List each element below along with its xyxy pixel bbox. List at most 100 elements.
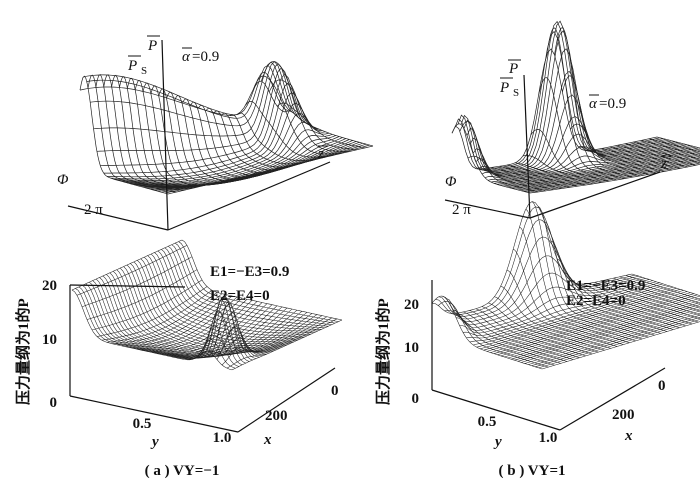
- mesh-line: [521, 308, 700, 363]
- surface-mesh-top-left: [79, 61, 374, 195]
- surface-mesh-bottom-left: [71, 239, 343, 371]
- mesh-line: [90, 61, 296, 127]
- z-axis-line: [529, 171, 661, 219]
- phi-axis-line: [444, 199, 531, 219]
- mesh-line: [120, 122, 326, 184]
- mesh-line: [86, 269, 198, 320]
- vertical-axis-label: 压力量纲为1的P: [374, 298, 392, 405]
- mesh-line: [469, 310, 580, 358]
- mesh-line: [469, 70, 676, 174]
- alpha-symbol: α: [589, 96, 598, 112]
- mesh-line: [151, 302, 263, 354]
- mesh-line: [472, 94, 679, 175]
- panel-top-left: P P S α =0.9 z Φ 2 π: [57, 35, 374, 231]
- mesh-line: [508, 154, 700, 188]
- mesh-line: [487, 145, 694, 181]
- mesh-line: [231, 319, 343, 371]
- z-tick-20: 20: [42, 278, 57, 294]
- alpha-symbol: α: [182, 49, 191, 65]
- z-axis-label: z: [660, 156, 667, 172]
- mesh-line: [466, 48, 673, 174]
- mesh-line: [484, 145, 691, 179]
- mesh-line: [196, 312, 308, 358]
- mesh-line: [127, 133, 333, 186]
- x-axis-line: [559, 367, 666, 431]
- annotation-line-2: E2=E4=0: [210, 288, 270, 304]
- mesh-line: [514, 304, 700, 361]
- mesh-line: [96, 286, 208, 337]
- mesh-line: [206, 296, 318, 353]
- mesh-line: [87, 74, 176, 193]
- phi-tick-label: 2 π: [84, 202, 103, 218]
- mesh-line: [444, 310, 555, 366]
- mesh-line: [201, 311, 313, 354]
- mesh-line: [517, 306, 700, 362]
- ps-label: P: [499, 80, 509, 96]
- mesh-line: [117, 112, 323, 183]
- mesh-line: [122, 295, 233, 347]
- mesh-line: [100, 67, 306, 167]
- mesh-line: [71, 239, 183, 291]
- phi-axis-label: Φ: [57, 172, 69, 188]
- back-axis-line: [69, 284, 186, 288]
- p-axis-line: [523, 74, 531, 219]
- mesh-line: [480, 289, 681, 350]
- mesh-line: [167, 145, 374, 195]
- mesh-line: [535, 317, 700, 368]
- mesh-line: [103, 73, 309, 174]
- x-tick-0: 0: [658, 378, 666, 394]
- mesh-line: [517, 158, 700, 191]
- mesh-line: [486, 291, 688, 352]
- mesh-line: [541, 321, 700, 370]
- mesh-line: [499, 150, 700, 186]
- mesh-line: [466, 284, 667, 339]
- mesh-line: [483, 290, 684, 351]
- z-tick-20: 20: [404, 297, 419, 313]
- mesh-line: [490, 292, 691, 353]
- mesh-line: [123, 129, 330, 185]
- x-axis-line: [237, 367, 336, 433]
- mesh-line: [456, 281, 657, 331]
- ps-subscript: S: [141, 65, 147, 77]
- mesh-line: [493, 293, 694, 354]
- mesh-line: [106, 292, 218, 343]
- p-bar-label: P: [147, 38, 157, 54]
- caption-a: ( a ) VY=−1: [145, 463, 220, 479]
- mesh-line: [431, 201, 633, 314]
- mesh-line: [478, 133, 685, 177]
- mesh-line: [161, 304, 273, 356]
- mesh-line: [507, 300, 700, 359]
- mesh-line: [452, 280, 653, 328]
- mesh-line: [529, 164, 700, 194]
- y-axis-line: [431, 389, 561, 431]
- mesh-line: [473, 286, 674, 346]
- vertical-axis-label: 压力量纲为1的P: [14, 298, 32, 405]
- mesh-line: [107, 82, 313, 178]
- mesh-line: [96, 63, 303, 152]
- mesh-line: [191, 311, 303, 360]
- z-tick-10: 10: [404, 340, 419, 356]
- mesh-line: [116, 294, 228, 346]
- mesh-line: [103, 74, 192, 189]
- mesh-line: [211, 303, 323, 354]
- mesh-line: [505, 152, 700, 188]
- phi-tick-label: 2 π: [452, 202, 471, 218]
- y-axis-label: y: [493, 434, 502, 450]
- y-tick-1-0: 1.0: [213, 430, 232, 446]
- mesh-line: [226, 318, 338, 369]
- mesh-line: [445, 255, 646, 322]
- x-tick-200: 200: [612, 407, 635, 423]
- annotation-line-1: E1=−E3=0.9: [566, 278, 645, 294]
- mesh-line: [442, 236, 643, 320]
- mesh-line: [146, 301, 258, 353]
- mesh-line: [504, 297, 700, 358]
- mesh-line: [83, 71, 289, 116]
- x-tick-0: 0: [331, 383, 339, 399]
- y-axis-label: y: [150, 434, 159, 450]
- mesh-line: [136, 299, 248, 350]
- mesh-line: [523, 161, 700, 192]
- mesh-line: [435, 206, 636, 315]
- mesh-line: [531, 314, 700, 366]
- mesh-line: [216, 316, 328, 360]
